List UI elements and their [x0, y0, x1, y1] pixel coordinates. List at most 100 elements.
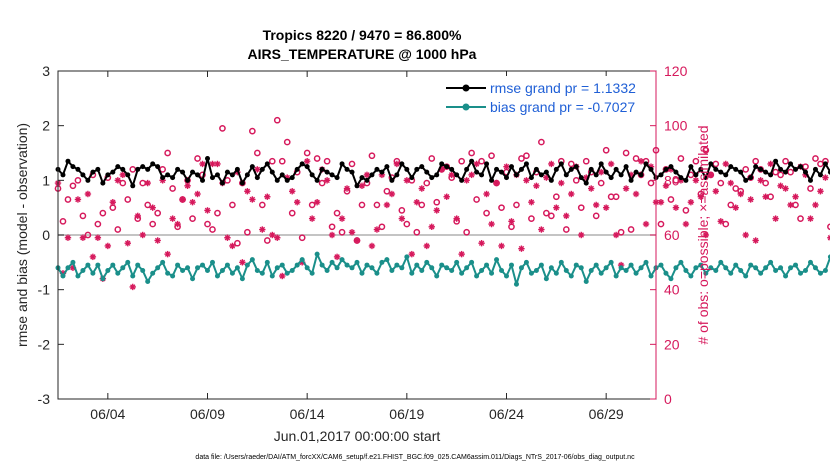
rmse-series: [55, 155, 830, 189]
rmse-point: [85, 177, 91, 183]
obs-possible-point: [577, 204, 585, 212]
obs-possible-point: [253, 149, 261, 157]
y-axis-left-label: rmse and bias (model - observation): [14, 123, 30, 347]
bias-point: [269, 273, 275, 279]
bias-point: [125, 259, 131, 265]
rmse-point: [95, 166, 101, 172]
rmse-point: [359, 175, 365, 181]
obs-possible-point: [543, 209, 550, 217]
obs-assimilated-point: [224, 234, 231, 241]
bias-point: [583, 278, 589, 284]
obs-possible-point: [702, 146, 710, 154]
obs-possible-point: [303, 149, 311, 157]
bias-point: [130, 273, 136, 279]
obs-possible-point: [498, 204, 505, 212]
rmse-point: [135, 166, 141, 172]
obs-assimilated-point: [727, 179, 734, 187]
obs-assimilated-point: [588, 185, 595, 192]
rmse-point: [205, 155, 210, 161]
bias-point: [743, 273, 749, 279]
obs-assimilated-point: [483, 190, 490, 198]
rmse-point: [150, 161, 156, 167]
legend-rmse-marker: [462, 84, 470, 92]
obs-possible-point: [59, 217, 67, 225]
bias-point: [349, 265, 355, 271]
obs-assimilated-point: [712, 188, 719, 195]
obs-possible-point: [717, 179, 725, 187]
obs-assimilated-point: [448, 171, 455, 179]
obs-assimilated-point: [518, 245, 525, 252]
chart-title-line2: AIRS_TEMPERATURE @ 1000 hPa: [248, 46, 477, 62]
rmse-point: [70, 164, 76, 170]
obs-assimilated-point: [827, 234, 830, 241]
bias-point: [474, 273, 480, 279]
obs-possible-point: [567, 160, 575, 168]
rmse-point: [404, 166, 410, 172]
obs-possible-point: [84, 231, 92, 239]
obs-assimilated-point: [732, 204, 739, 211]
obs-possible-point: [313, 155, 321, 162]
rmse-point: [414, 166, 420, 172]
bias-point: [399, 265, 405, 271]
obs-assimilated-point: [358, 182, 366, 190]
rmse-point: [728, 164, 734, 170]
obs-assimilated-point: [812, 201, 819, 209]
obs-assimilated-point: [528, 198, 535, 206]
obs-assimilated-point: [423, 242, 430, 250]
rmse-point: [120, 166, 126, 172]
bias-point: [115, 270, 121, 276]
rmse-point: [678, 175, 684, 181]
rmse-point: [479, 172, 485, 178]
rmse-point: [364, 177, 370, 183]
bias-point: [598, 270, 604, 276]
bias-point: [65, 265, 71, 271]
obs-possible-point: [273, 116, 281, 124]
obs-possible-point: [552, 193, 560, 201]
legend-box: [442, 76, 650, 121]
obs-possible-point: [169, 185, 176, 192]
rmse-point: [214, 172, 220, 178]
rmse-point: [533, 166, 539, 172]
obs-possible-point: [298, 234, 306, 242]
obs-assimilated-point: [597, 168, 605, 176]
x-tick-label: 06/14: [290, 406, 325, 422]
obs-possible-point: [488, 152, 495, 160]
rmse-point: [110, 169, 116, 175]
rmse-point: [100, 180, 106, 186]
bias-point: [768, 259, 774, 265]
bias-point: [528, 270, 534, 276]
rmse-point: [608, 175, 614, 181]
bias-point: [324, 268, 330, 274]
obs-assimilated-point: [323, 177, 331, 184]
rmse-point: [264, 161, 270, 167]
bias-point: [454, 259, 460, 265]
rmse-point: [648, 166, 654, 172]
bias-point: [229, 270, 235, 276]
rmse-point: [444, 164, 450, 170]
rmse-point: [623, 164, 629, 170]
rmse-point: [603, 169, 609, 175]
rmse-point: [778, 166, 784, 172]
obs-possible-point: [268, 157, 276, 165]
obs-assimilated-point: [144, 179, 151, 187]
bias-point: [239, 276, 245, 282]
obs-assimilated-point: [443, 193, 450, 200]
y-axis-right-label: # of obs: o=possible; ×=assimilated: [695, 125, 711, 344]
bias-point: [359, 270, 365, 276]
bias-point: [603, 265, 609, 271]
obs-possible-point: [572, 176, 580, 184]
obs-assimilated-point: [373, 226, 381, 233]
rmse-point: [538, 172, 544, 178]
bias-point: [100, 276, 106, 282]
obs-assimilated-point: [179, 196, 186, 203]
x-axis-ticks: 06/04 06/09 06/14 06/19 06/24 06/29: [90, 71, 624, 422]
rmse-point: [817, 172, 823, 178]
obs-possible-point: [263, 237, 271, 244]
bias-point: [763, 265, 769, 271]
obs-possible-point: [772, 168, 779, 176]
rmse-point: [165, 172, 171, 178]
obs-possible-point: [368, 152, 376, 160]
bias-point: [648, 273, 654, 279]
obs-assimilated-point: [498, 242, 505, 250]
bias-point: [244, 262, 250, 268]
